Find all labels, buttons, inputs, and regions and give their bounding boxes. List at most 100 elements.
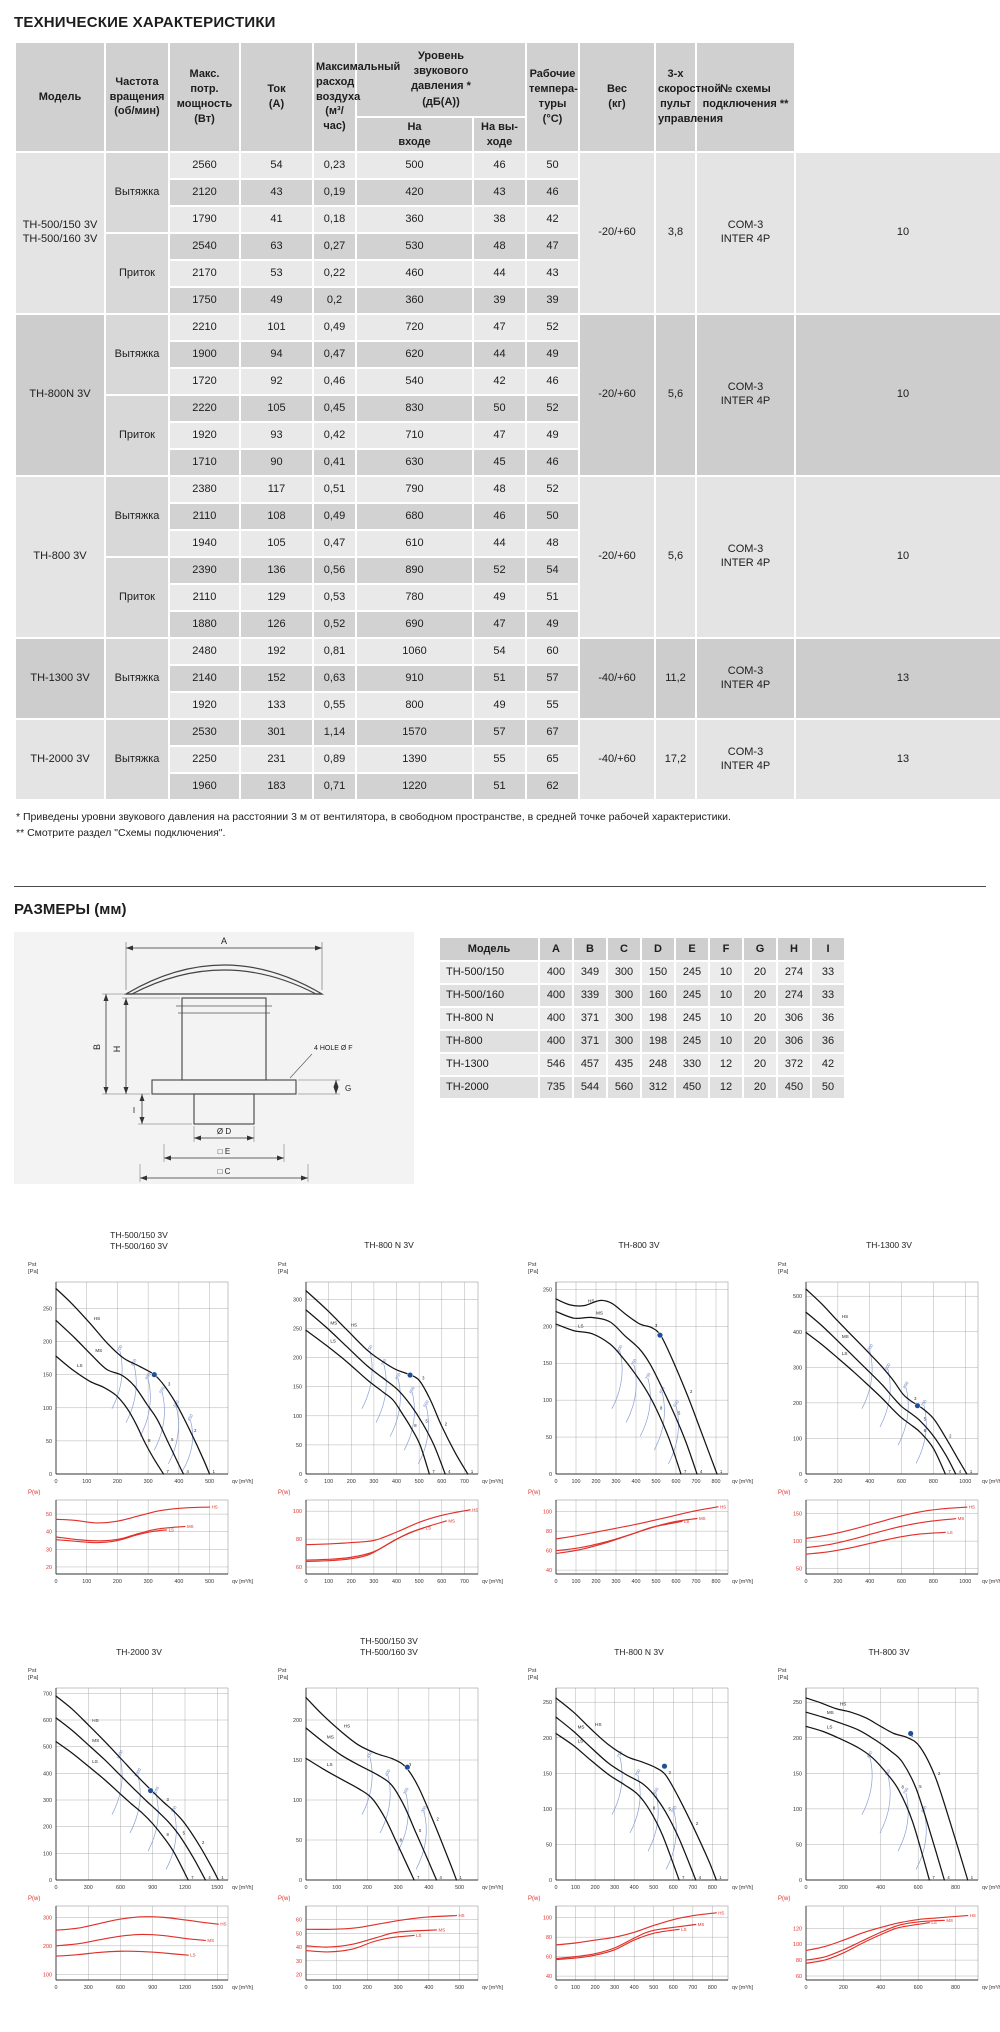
power-curve-LS xyxy=(55,1529,168,1543)
chart-text: 150 xyxy=(793,1771,802,1777)
chart-text: 20 xyxy=(296,1972,302,1978)
chart-text: 80 xyxy=(546,1529,552,1535)
value-cell: 46 xyxy=(474,153,525,178)
header-title: Макс. потр. мощность xyxy=(176,68,233,110)
header-cell: Максимальный расход воздуха(м³/час) xyxy=(316,54,400,140)
airflow-type-cell: Вытяжка xyxy=(106,720,168,799)
chart-text: 200 xyxy=(833,1579,842,1585)
scheme-cell: 10 xyxy=(796,315,1000,475)
chart-text: 600 xyxy=(437,1479,446,1485)
speed-arc xyxy=(897,1387,909,1445)
chart-text: 300 xyxy=(293,1297,302,1303)
table-row: TH-800 N 400 371 300 198 245 10 20 306 36 xyxy=(440,1007,844,1029)
chart-text: 0 xyxy=(49,1472,52,1478)
spec-col-header: Вес (кг) xyxy=(580,43,654,151)
spec-table-head: Модель Частота вращения (об/мин) Макс. потр… xyxy=(16,43,1000,151)
value-cell: 50 xyxy=(474,396,525,421)
power-curve-HS xyxy=(305,1914,458,1930)
chart-text: 1 xyxy=(471,1469,474,1474)
header-title: Вес xyxy=(606,83,628,96)
value-cell: 49 xyxy=(527,612,578,637)
chart-text: 800 xyxy=(708,1885,717,1891)
chart-text: HS xyxy=(459,1913,465,1918)
value-cell: 39 xyxy=(527,288,578,313)
dims-value-cell: 560 xyxy=(608,1076,640,1098)
chart-text: 150 xyxy=(293,1758,302,1764)
value-cell: 1390 xyxy=(357,747,472,772)
value-cell: 780 xyxy=(357,585,472,610)
spec-table-body: TH-500/150 3V TH-500/160 3V Вытяжка 2560 54… xyxy=(16,153,1000,799)
chart-text: 750 xyxy=(630,1357,638,1366)
dimension-arrow xyxy=(103,1086,109,1094)
chart-text: [Pa] xyxy=(28,1675,39,1681)
chart-text: LS xyxy=(169,1527,174,1532)
speed-arc xyxy=(379,1774,391,1833)
sizes-heading: РАЗМЕРЫ (мм) xyxy=(14,900,127,918)
dimensions-table-body: TH-500/150 400 349 300 150 245 10 20 274 33 TH-500… xyxy=(440,961,844,1098)
chart-text: LS xyxy=(92,1759,98,1764)
chart-text: 2 xyxy=(949,1433,952,1438)
chart-text: 60 xyxy=(546,1548,552,1554)
chart-text: 8 xyxy=(148,1438,151,1443)
value-cell: 43 xyxy=(474,180,525,205)
chart-text: qv [m³/h] xyxy=(732,1579,753,1585)
chart-text: MS xyxy=(596,1310,603,1315)
value-cell: 49 xyxy=(527,342,578,367)
chart-text: A xyxy=(221,936,227,946)
chart-text: qv [m³/h] xyxy=(232,1985,253,1991)
value-cell: 54 xyxy=(474,639,525,664)
chart-text: 4 xyxy=(947,1875,950,1880)
dims-value-cell: TH-500/150 xyxy=(440,961,538,983)
chart-text: 80 xyxy=(296,1537,302,1543)
chart-text: 5 xyxy=(668,1806,671,1811)
page-title: ТЕХНИЧЕСКИЕ ХАРАКТЕРИСТИКИ xyxy=(14,14,276,31)
chart-text: 800 xyxy=(708,1985,717,1991)
value-cell: 710 xyxy=(357,423,472,448)
chart-text: 5 xyxy=(426,1418,429,1423)
chart-text: 600 xyxy=(914,1985,923,1991)
dims-value-cell: 349 xyxy=(574,961,606,983)
chart-text: HS xyxy=(472,1507,478,1512)
curve-MS xyxy=(805,1711,945,1881)
curve-HS xyxy=(305,1289,469,1475)
chart-text: 100 xyxy=(293,1798,302,1804)
dimension-arrow xyxy=(194,1135,201,1141)
chart-text: 7 xyxy=(417,1875,420,1880)
chart-text: 7 xyxy=(167,1469,170,1474)
speed-arc xyxy=(389,1378,401,1437)
table-row: 1880 126 0,52 690 47 49 xyxy=(16,612,1000,637)
chart-text: 100 xyxy=(571,1885,580,1891)
chart-text: 50 xyxy=(46,1512,52,1518)
speed-arc xyxy=(653,1392,665,1450)
chart-text: 400 xyxy=(424,1985,433,1991)
chart-text: 800 xyxy=(929,1479,938,1485)
chart-text: 800 xyxy=(951,1885,960,1891)
chart-text: HS xyxy=(840,1701,846,1706)
chart-text: 300 xyxy=(369,1579,378,1585)
chart-text: qv [m³/h] xyxy=(232,1579,253,1585)
dimensions-table: Модель A B C D E F G H I TH-500/150 400 349 300 150 24… xyxy=(438,936,846,1100)
chart-text: qv [m³/h] xyxy=(732,1885,753,1891)
header-cell: Ток (А) xyxy=(243,76,310,118)
table-row: Приток 2220 105 0,45 830 50 52 xyxy=(16,396,1000,475)
dims-col-header: A xyxy=(540,937,572,960)
speed-arc xyxy=(153,1392,165,1450)
chart-text: 200 xyxy=(293,1718,302,1724)
value-cell: 1710 xyxy=(170,450,239,475)
spec-header-row-1: Модель Частота вращения (об/мин) Макс. потр… xyxy=(16,43,1000,151)
chart-text: HS xyxy=(94,1316,100,1321)
header-title: Уровень звукового давления * xyxy=(411,50,471,92)
value-cell: 910 xyxy=(357,666,472,691)
chart-text: qv [m³/h] xyxy=(732,1479,753,1485)
header-title: 3-х скоростной пульт управления xyxy=(658,68,724,125)
chart-text: 4 xyxy=(699,1875,702,1880)
chart-text: 400 xyxy=(424,1885,433,1891)
chart-text: 800 xyxy=(712,1579,721,1585)
chart-text: 3 xyxy=(168,1381,171,1386)
chart-text: 50 xyxy=(546,1842,552,1848)
curve-LS xyxy=(55,1740,189,1881)
chart-text: MS xyxy=(578,1724,585,1729)
chart-text: MS xyxy=(698,1922,705,1927)
chart-text: HS xyxy=(720,1504,726,1509)
dims-value-cell: 435 xyxy=(608,1053,640,1075)
